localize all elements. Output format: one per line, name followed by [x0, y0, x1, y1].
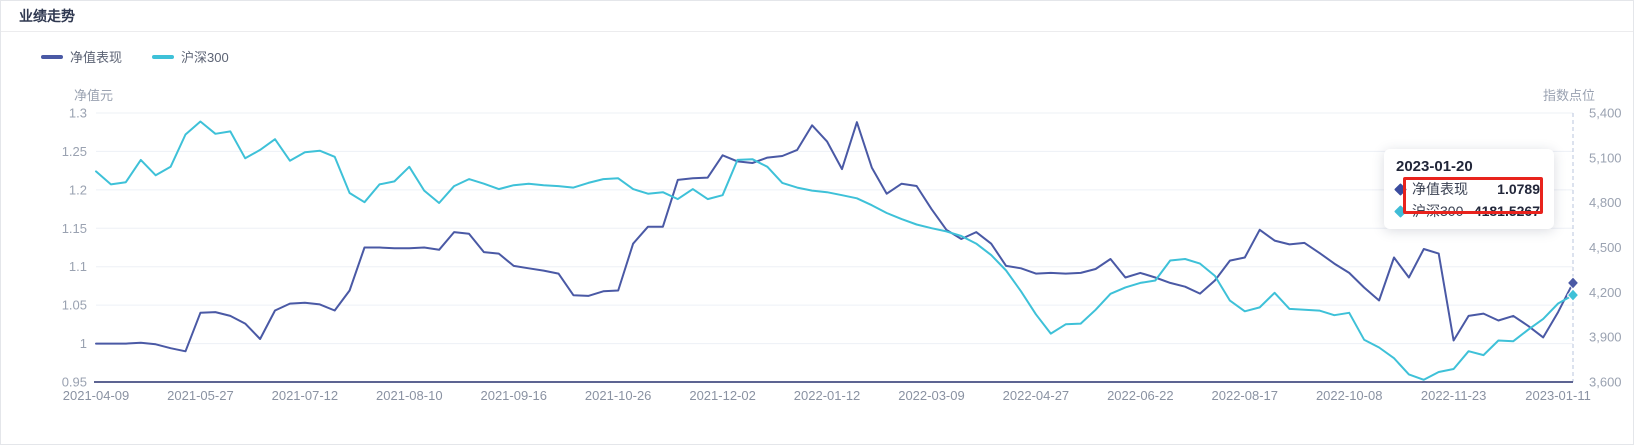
x-tick-label: 2022-01-12: [794, 388, 861, 403]
series-line-净值表现: [95, 121, 1574, 353]
x-tick-label: 2021-12-02: [689, 388, 756, 403]
y-tick-right: 3,600: [1589, 375, 1622, 390]
diamond-icon: [1394, 182, 1407, 196]
y-tick-left: 1: [80, 336, 87, 351]
y-tick-left: 1.3: [69, 106, 87, 121]
y-tick-right: 5,100: [1589, 150, 1622, 165]
legend-label: 净值表现: [70, 50, 123, 65]
legend-dash-icon: [41, 54, 63, 59]
y-tick-right: 5,400: [1589, 106, 1622, 121]
series-end-diamond-icon: [1566, 288, 1580, 302]
series-line-沪深300: [95, 120, 1574, 381]
x-tick-label: 2021-10-26: [585, 388, 652, 403]
y-tick-left: 1.25: [62, 144, 87, 159]
section-title: 业绩走势: [19, 8, 75, 24]
x-tick-label: 2021-09-16: [480, 388, 547, 403]
x-tick-label: 2022-10-08: [1316, 388, 1383, 403]
x-tick-label: 2021-08-10: [376, 388, 443, 403]
x-tick-label: 2021-07-12: [272, 388, 339, 403]
chart-legend: 净值表现 沪深300: [41, 47, 229, 66]
tooltip-row-net-value: 净值表现 1.0789: [1394, 178, 1540, 200]
y-tick-right: 4,800: [1589, 195, 1622, 210]
x-tick-label: 2021-04-09: [63, 388, 130, 403]
x-tick-label: 2021-05-27: [167, 388, 234, 403]
legend-label: 沪深300: [181, 50, 229, 65]
y-tick-left: 1.2: [69, 182, 87, 197]
tooltip-date: 2023-01-20: [1396, 158, 1473, 175]
tooltip-series-value: 1.0789: [1497, 181, 1540, 197]
y-tick-right: 3,900: [1589, 330, 1622, 345]
tooltip-row-csi300: 沪深300 4181.5267: [1394, 200, 1540, 222]
x-tick-label: 2022-06-22: [1107, 388, 1174, 403]
y-tick-right: 4,200: [1589, 285, 1622, 300]
series-end-diamond-icon: [1566, 276, 1580, 290]
x-tick-label: 2022-11-23: [1421, 388, 1487, 403]
legend-item-csi300[interactable]: 沪深300: [152, 47, 229, 66]
x-tick-label: 2023-01-11: [1525, 388, 1591, 403]
y-tick-right: 4,500: [1589, 240, 1622, 255]
tooltip-series-label: 净值表现: [1412, 181, 1468, 197]
chart-tooltip: 2023-01-20 净值表现 1.0789 沪深300 4181.5267: [1384, 149, 1554, 229]
left-axis-name: 净值元: [74, 88, 114, 103]
right-axis-name: 指数点位: [1543, 88, 1596, 103]
y-tick-left: 1.05: [62, 298, 87, 313]
legend-item-net-value[interactable]: 净值表现: [41, 47, 122, 66]
diamond-icon: [1394, 204, 1407, 218]
tooltip-series-label: 沪深300: [1412, 203, 1464, 219]
x-tick-label: 2022-08-17: [1212, 388, 1279, 403]
y-tick-left: 1.15: [62, 221, 87, 236]
legend-dash-icon: [152, 54, 175, 59]
x-tick-label: 2022-04-27: [1003, 388, 1070, 403]
section-header-bar: 业绩走势: [1, 1, 1633, 32]
y-tick-left: 1.1: [69, 259, 87, 274]
y-tick-left: 0.95: [62, 375, 87, 390]
tooltip-series-value: 4181.5267: [1473, 203, 1540, 219]
x-tick-label: 2022-03-09: [898, 388, 965, 403]
